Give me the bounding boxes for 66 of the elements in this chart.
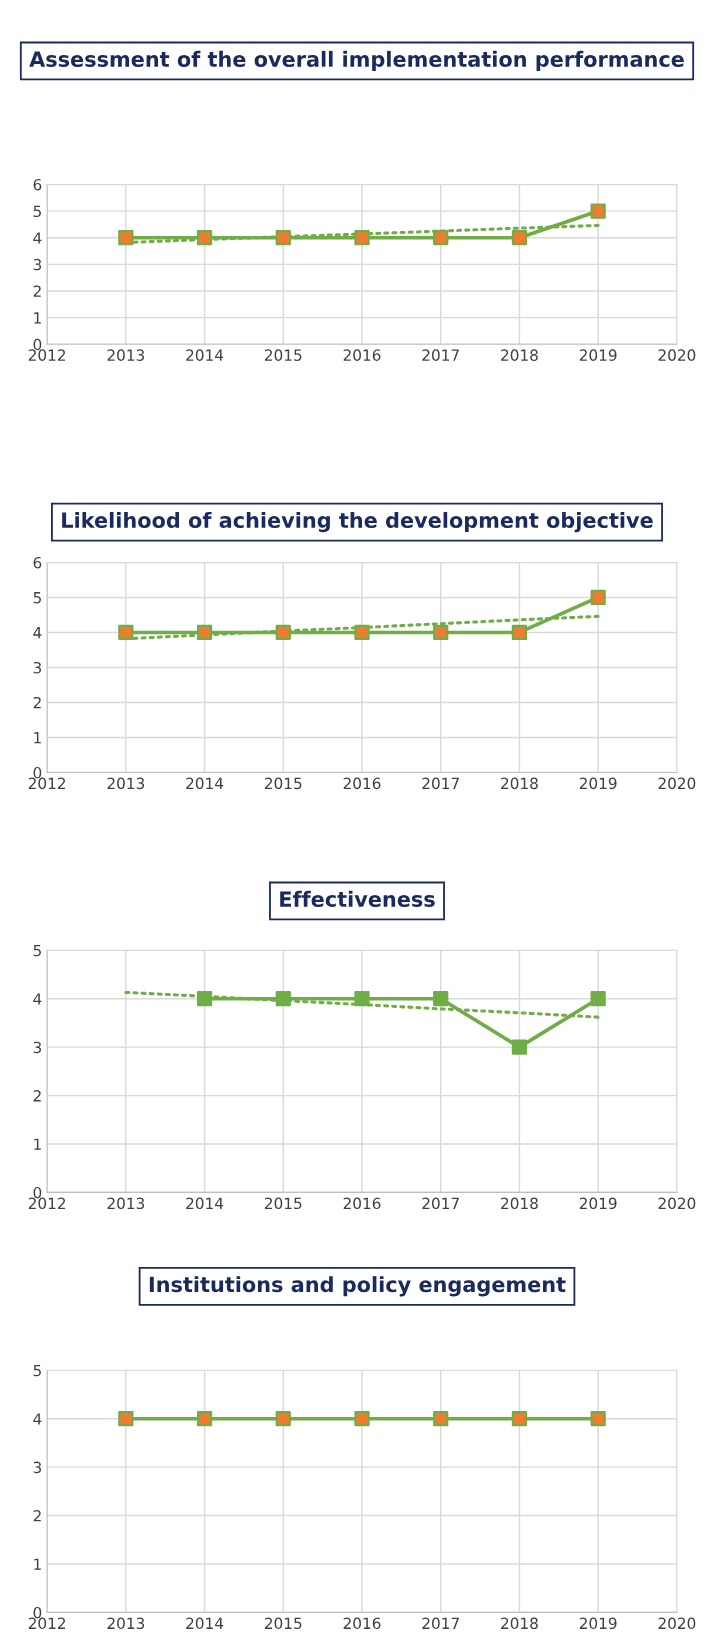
- x-tick-label: 2018: [501, 349, 538, 361]
- x-tick-label: 2017: [422, 349, 459, 361]
- x-tick-label: 2019: [579, 1197, 617, 1210]
- x-tick-label: 2013: [107, 1197, 145, 1210]
- x-tick-label: 2016: [343, 1197, 381, 1210]
- chart-title: Assessment of the overall implementation performance: [29, 50, 684, 72]
- x-tick-label: 2018: [501, 777, 538, 790]
- x-tick-label: 2017: [422, 777, 459, 790]
- x-tick-label: 2014: [186, 349, 224, 361]
- x-tick-label: 2014: [186, 1617, 224, 1630]
- x-tick-label: 2012: [28, 1617, 66, 1630]
- y-tick-label: 5: [33, 1364, 41, 1377]
- x-tick-label: 2015: [264, 349, 302, 361]
- x-tick-label: 2016: [343, 777, 381, 790]
- chart-title: Likelihood of achieving the development objective: [62, 511, 653, 533]
- x-tick-label: 2015: [264, 777, 302, 790]
- y-tick-label: 6: [33, 178, 42, 191]
- x-tick-label: 2012: [28, 777, 66, 790]
- x-tick-label: 2019: [579, 777, 617, 790]
- y-tick-label: 4: [33, 1413, 42, 1425]
- y-tick-label: 2: [33, 285, 41, 297]
- y-tick-label: 5: [33, 592, 41, 604]
- x-tick-label: 2012: [28, 349, 66, 361]
- y-tick-label: 4: [33, 993, 42, 1005]
- x-tick-label: 2013: [107, 349, 145, 361]
- x-tick-label: 2015: [264, 1617, 302, 1630]
- x-tick-label: 2014: [186, 1197, 224, 1210]
- x-tick-label: 2020: [658, 349, 696, 361]
- y-tick-label: 3: [33, 661, 42, 674]
- y-tick-label: 5: [33, 205, 41, 218]
- y-tick-label: 4: [33, 232, 42, 244]
- y-tick-label: 2: [33, 1090, 41, 1102]
- x-tick-label: 2019: [579, 349, 617, 361]
- x-tick-label: 2013: [107, 777, 145, 790]
- x-tick-label: 2020: [658, 1197, 696, 1210]
- y-tick-label: 5: [33, 944, 41, 957]
- x-tick-label: 2014: [186, 777, 224, 790]
- y-tick-label: 1: [34, 312, 41, 324]
- x-tick-label: 2017: [422, 1197, 459, 1210]
- x-tick-label: 2016: [343, 1617, 381, 1630]
- x-tick-label: 2020: [658, 777, 696, 790]
- x-tick-label: 2020: [658, 1617, 696, 1630]
- x-tick-label: 2013: [107, 1617, 145, 1630]
- y-tick-label: 1: [34, 1558, 41, 1570]
- y-tick-label: 6: [33, 556, 42, 569]
- y-tick-label: 2: [33, 696, 41, 709]
- y-tick-label: 1: [34, 732, 41, 744]
- x-tick-label: 2012: [28, 1197, 66, 1210]
- y-tick-label: 0: [33, 766, 42, 779]
- y-tick-label: 3: [33, 258, 42, 271]
- y-tick-label: 0: [33, 1186, 42, 1199]
- y-tick-label: 0: [33, 1606, 42, 1619]
- x-tick-label: 2015: [264, 1197, 302, 1210]
- x-tick-label: 2017: [422, 1617, 459, 1630]
- chart-title: Institutions and policy engagement: [149, 1276, 566, 1297]
- chart-title: Effectiveness: [280, 890, 435, 907]
- y-tick-label: 2: [33, 1510, 41, 1522]
- y-tick-label: 3: [33, 1041, 42, 1054]
- x-tick-label: 2018: [501, 1617, 538, 1630]
- y-tick-label: 3: [33, 1461, 42, 1474]
- y-tick-label: 4: [33, 627, 42, 639]
- x-tick-label: 2018: [501, 1197, 538, 1210]
- y-tick-label: 1: [34, 1138, 41, 1150]
- x-tick-label: 2019: [579, 1617, 617, 1630]
- y-tick-label: 0: [33, 338, 42, 351]
- x-tick-label: 2016: [343, 349, 381, 361]
